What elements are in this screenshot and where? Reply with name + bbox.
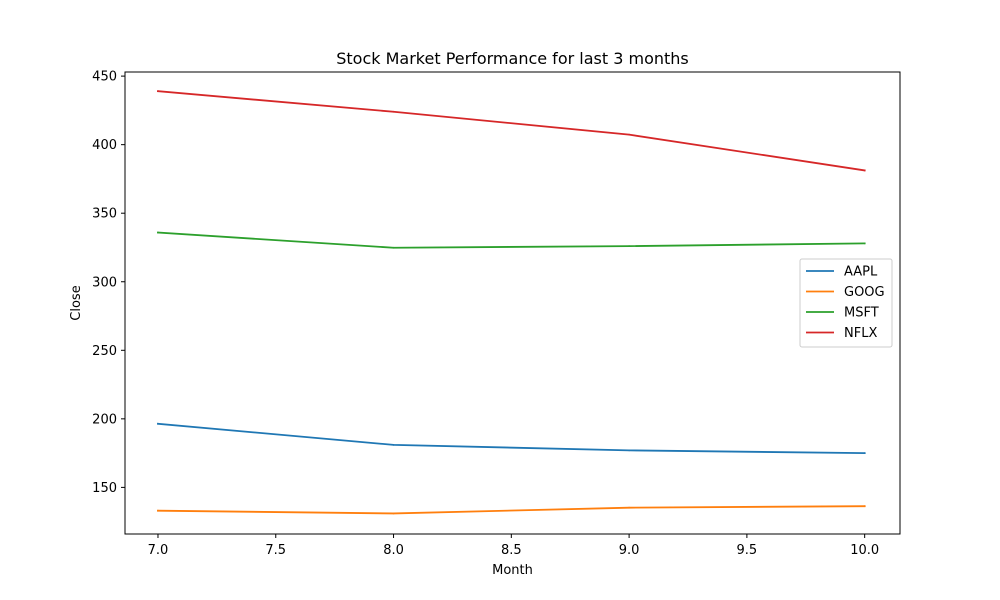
series-line-goog <box>157 505 866 515</box>
y-tick-label: 150 <box>92 481 117 496</box>
y-tick-label: 450 <box>92 70 117 85</box>
plot-area <box>157 90 866 515</box>
data-point-goog <box>392 512 395 515</box>
data-point-msft <box>863 242 866 245</box>
legend: AAPL GOOG MSFT NFLX <box>799 258 893 348</box>
data-point-aapl <box>157 422 159 425</box>
data-point-goog <box>628 506 630 509</box>
y-tick-label: 300 <box>92 275 117 290</box>
y-axis: 150 200 250 300 350 400 450 <box>92 70 125 496</box>
legend-label-msft: MSFT <box>844 306 879 321</box>
data-point-nflx <box>392 110 395 113</box>
legend-label-goog: GOOG <box>844 285 885 300</box>
data-point-msft <box>392 246 395 249</box>
x-tick-label: 9.5 <box>737 543 758 558</box>
data-point-aapl <box>392 443 395 446</box>
legend-box <box>799 258 893 348</box>
data-point-aapl <box>863 452 866 455</box>
data-point-aapl <box>628 449 630 452</box>
x-axis: 7.0 7.5 8.0 8.5 9.0 9.5 10.0 <box>148 534 879 558</box>
y-tick-label: 350 <box>92 207 117 222</box>
y-tick-label: 400 <box>92 138 117 153</box>
x-tick-label: 9.0 <box>619 543 640 558</box>
x-tick-label: 8.0 <box>383 543 404 558</box>
data-point-nflx <box>628 133 630 136</box>
series-line-aapl <box>157 422 866 455</box>
x-tick-label: 7.0 <box>148 543 169 558</box>
data-point-goog <box>157 509 159 512</box>
data-point-goog <box>863 505 866 508</box>
data-point-nflx <box>863 169 866 172</box>
y-axis-label: Close <box>69 285 84 320</box>
x-tick-label: 8.5 <box>501 543 522 558</box>
x-tick-label: 7.5 <box>265 543 286 558</box>
series-line-nflx <box>157 90 866 172</box>
data-point-nflx <box>157 90 159 93</box>
x-tick-label: 10.0 <box>850 543 879 558</box>
y-tick-label: 250 <box>92 344 117 359</box>
data-point-msft <box>628 245 630 248</box>
chart-title: Stock Market Performance for last 3 mont… <box>336 49 689 68</box>
plot-frame <box>124 71 901 535</box>
series-line-msft <box>157 231 866 249</box>
legend-label-nflx: NFLX <box>844 326 877 341</box>
x-axis-label: Month <box>492 563 533 578</box>
y-tick-label: 200 <box>92 412 117 427</box>
data-point-msft <box>157 231 159 234</box>
legend-label-aapl: AAPL <box>844 265 878 280</box>
